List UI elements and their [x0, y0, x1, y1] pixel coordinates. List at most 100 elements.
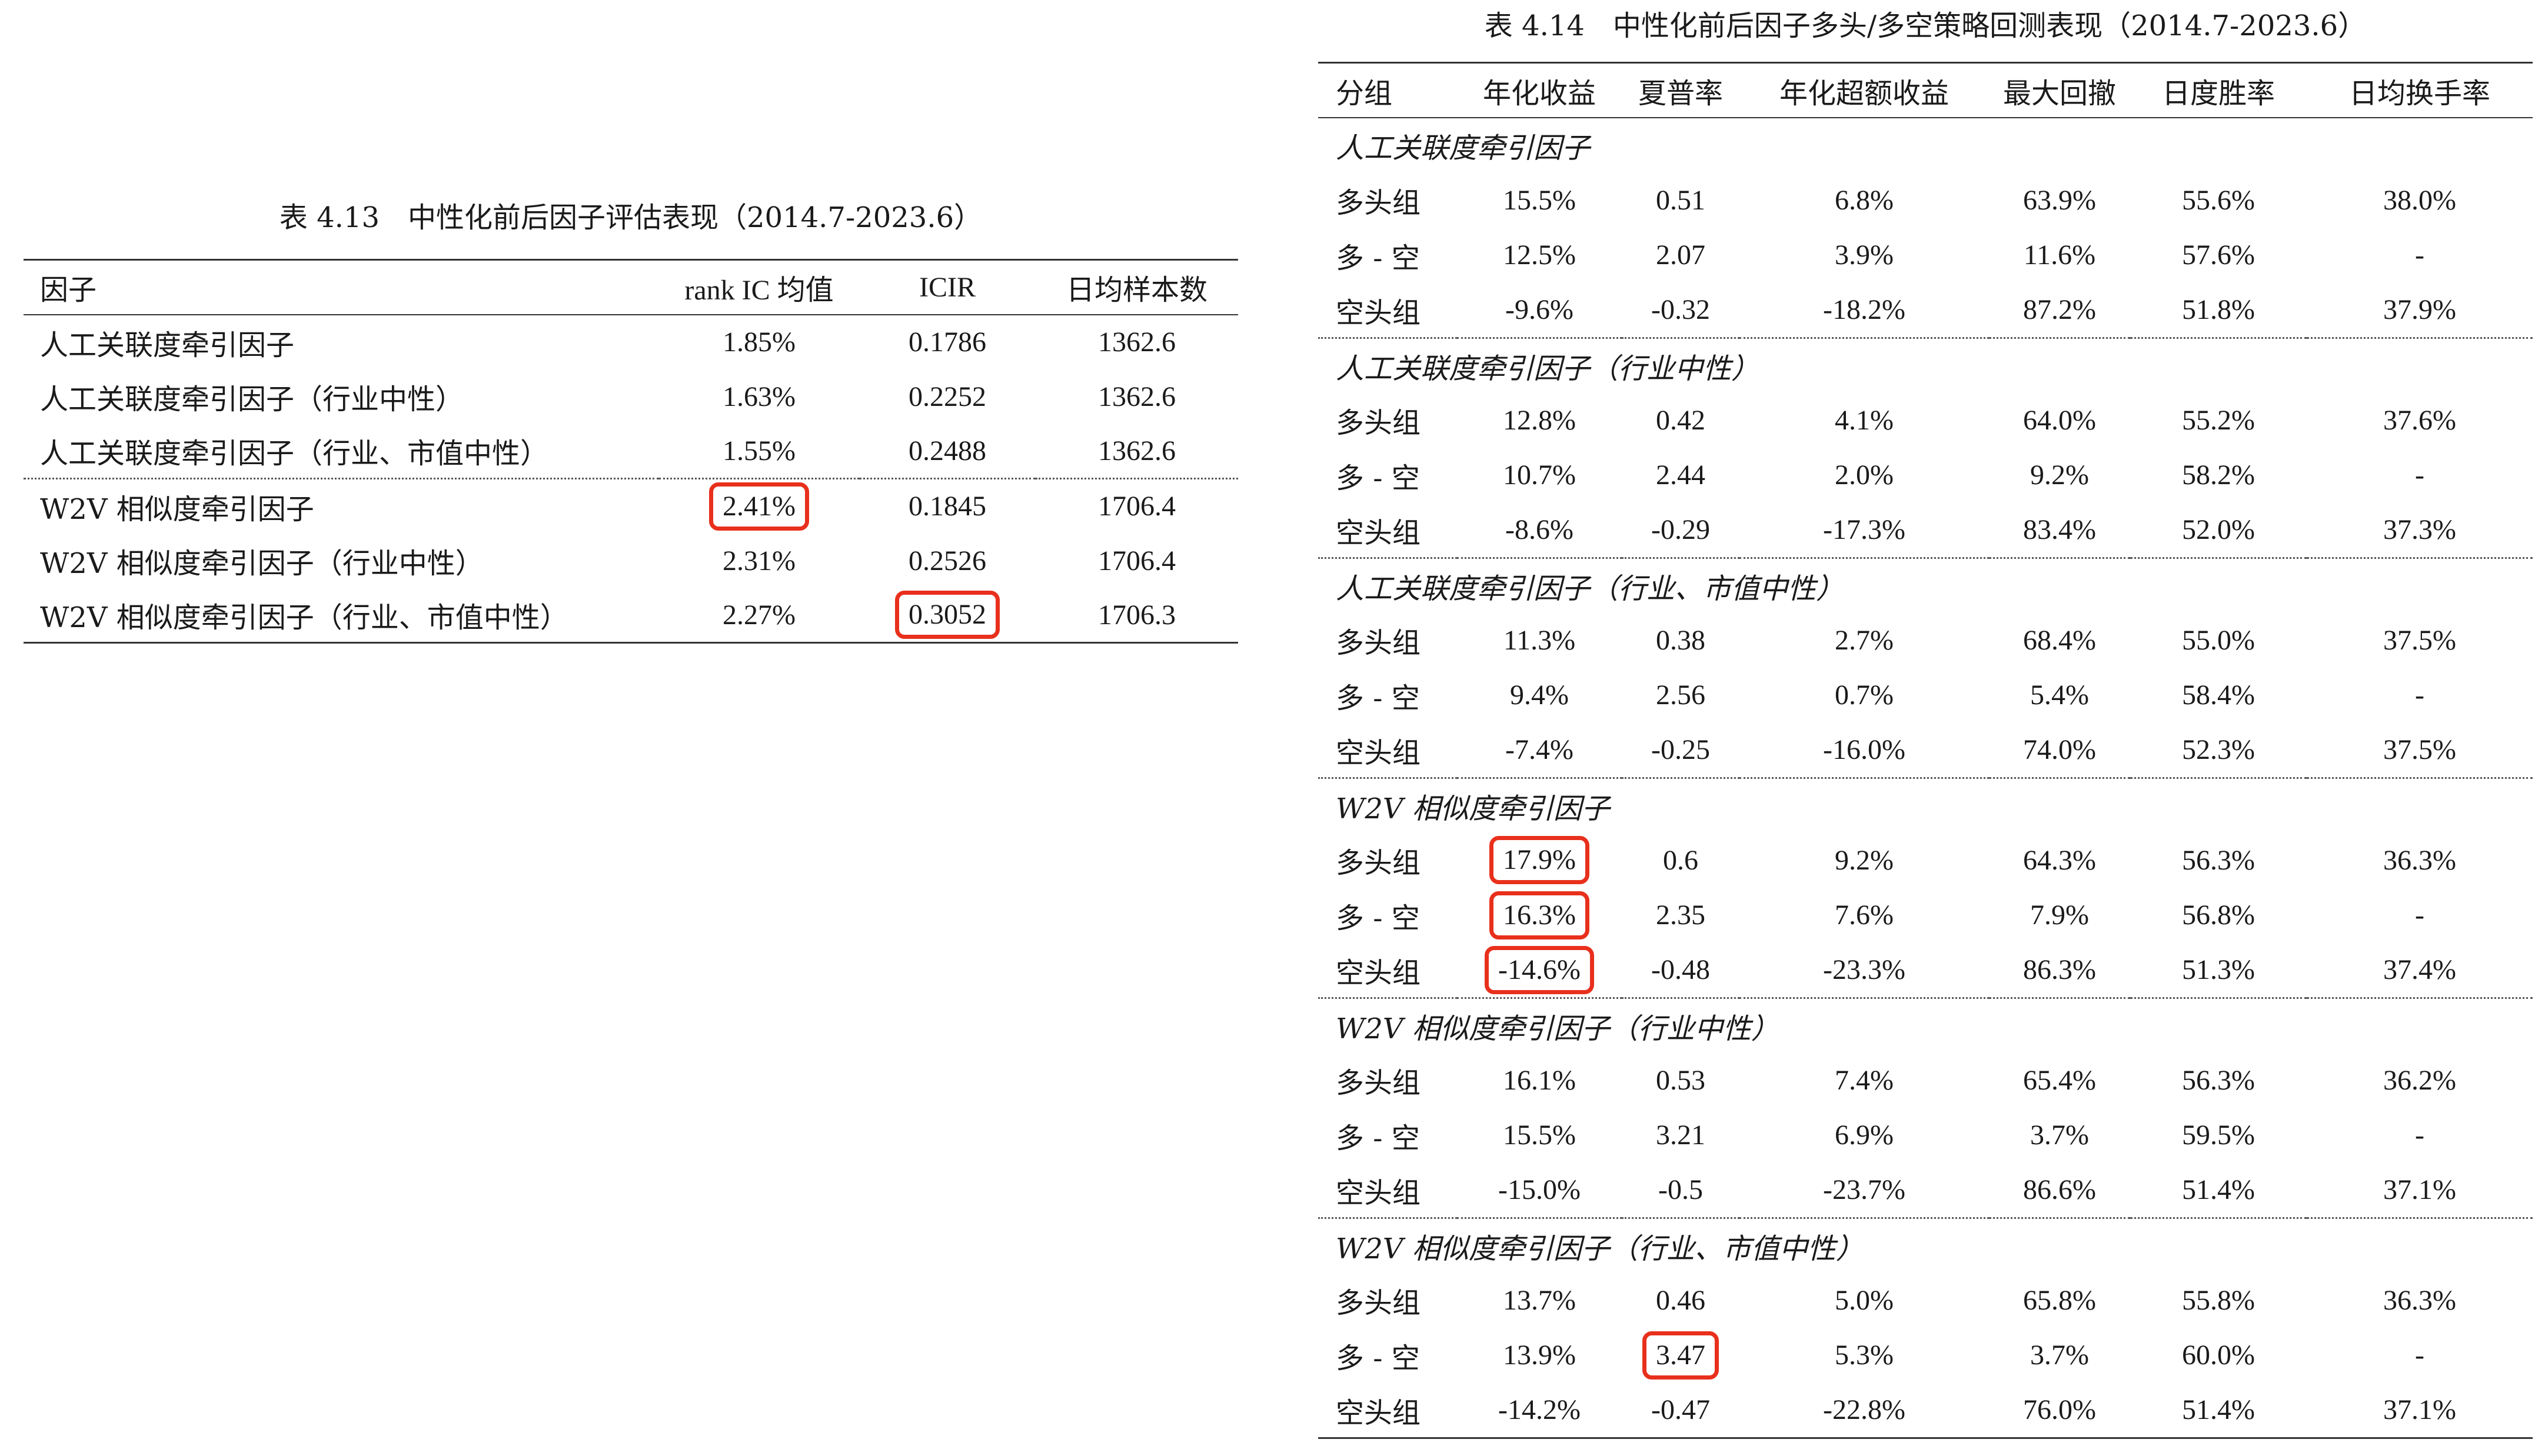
annual-return-value: -7.4% [1505, 734, 1573, 765]
excess-return-value: 7.6% [1835, 899, 1894, 931]
excess-return-value: 2.0% [1835, 459, 1894, 491]
group-label: 多 - 空 [1336, 461, 1420, 495]
table-row: 空头组 -9.6% -0.32 -18.2% 87.2% 51.8% 37.9% [1318, 283, 2533, 338]
icir-value: 0.3052 [859, 588, 1036, 643]
win-rate-value: 51.4% [2182, 1394, 2255, 1425]
header-win-rate: 日度胜率 [2161, 78, 2275, 109]
sharpe-value: 2.35 [1656, 899, 1705, 931]
turnover-value: 37.5% [2383, 734, 2456, 765]
annual-return-value: -8.6% [1505, 514, 1573, 545]
table-4-13-caption: 表 4.13 中性化前后因子评估表现（2014.7-2023.6） [279, 201, 983, 234]
group-label: 空头组 [1336, 516, 1421, 549]
header-excess-return: 年化超额收益 [1779, 78, 1949, 109]
header-group: 分组 [1336, 76, 1393, 110]
max-drawdown-value: 86.3% [2023, 954, 2096, 985]
annual-return-value: 16.3% [1457, 888, 1622, 943]
win-rate-value: 57.6% [2182, 239, 2255, 271]
max-drawdown-value: 86.6% [2023, 1174, 2096, 1205]
sample-count-value: 1706.3 [1098, 599, 1176, 631]
annual-return-value: 13.9% [1503, 1340, 1576, 1371]
highlight-box: 0.3052 [895, 591, 1000, 639]
excess-return-value: 3.9% [1835, 239, 1894, 271]
max-drawdown-value: 64.3% [2023, 844, 2096, 876]
icir-value: 0.2526 [909, 545, 986, 577]
sharpe-value: 0.46 [1656, 1284, 1705, 1316]
max-drawdown-value: 68.4% [2023, 624, 2096, 656]
sharpe-value: 3.47 [1622, 1328, 1739, 1383]
group-title: 人工关联度牵引因子（行业中性） [1336, 352, 1760, 385]
excess-return-value: -17.3% [1823, 514, 1905, 545]
group-title: 人工关联度牵引因子（行业、市值中性） [1336, 572, 1845, 605]
turnover-value: - [2415, 459, 2424, 491]
factor-name: W2V 相似度牵引因子（行业中性） [40, 547, 484, 580]
table-4-14: 分组 年化收益 夏普率 年化超额收益 最大回撤 日度胜率 日均换手率 人工关联度… [1318, 62, 2533, 1439]
highlight-box: 16.3% [1489, 891, 1589, 939]
icir-value: 0.2252 [909, 381, 986, 412]
turnover-value: - [2415, 679, 2424, 711]
group-header-row: 人工关联度牵引因子 [1318, 118, 2533, 173]
win-rate-value: 60.0% [2182, 1340, 2255, 1371]
sharpe-value: 3.21 [1656, 1120, 1705, 1151]
excess-return-value: -23.7% [1823, 1174, 1905, 1205]
table-row: 人工关联度牵引因子（行业中性） 1.63% 0.2252 1362.6 [24, 369, 1238, 424]
max-drawdown-value: 5.4% [2030, 679, 2089, 711]
win-rate-value: 51.8% [2182, 294, 2255, 325]
table-4-14-body: 人工关联度牵引因子 多头组 15.5% 0.51 6.8% 63.9% 55.6% 38.0%… [1318, 118, 2533, 1438]
table-row: 多头组 12.8% 0.42 4.1% 64.0% 55.2% 37.6% [1318, 393, 2533, 448]
rank-ic-value: 2.41% [659, 479, 859, 534]
max-drawdown-value: 63.9% [2023, 184, 2096, 216]
annual-return-value: 16.1% [1503, 1064, 1576, 1096]
header-sample-count: 日均样本数 [1066, 275, 1207, 306]
win-rate-value: 55.6% [2182, 184, 2255, 216]
rank-ic-value: 1.55% [723, 435, 796, 467]
max-drawdown-value: 65.4% [2023, 1064, 2096, 1096]
annual-return-value: -14.2% [1498, 1394, 1581, 1425]
group-label: 空头组 [1336, 956, 1421, 989]
table-row: 人工关联度牵引因子（行业、市值中性） 1.55% 0.2488 1362.6 [24, 424, 1238, 479]
max-drawdown-value: 83.4% [2023, 514, 2096, 545]
turnover-value: - [2415, 239, 2424, 271]
turnover-value: 38.0% [2383, 184, 2456, 216]
group-title: 人工关联度牵引因子 [1336, 132, 1591, 165]
table-row: 多 - 空 13.9% 3.47 5.3% 3.7% 60.0% - [1318, 1328, 2533, 1383]
sharpe-value: 0.51 [1656, 184, 1705, 216]
excess-return-value: 5.0% [1835, 1284, 1894, 1316]
table-row: 多头组 15.5% 0.51 6.8% 63.9% 55.6% 38.0% [1318, 173, 2533, 228]
excess-return-value: 6.9% [1835, 1120, 1894, 1151]
sample-count-value: 1362.6 [1098, 326, 1176, 358]
table-4-14-caption: 表 4.14 中性化前后因子多头/多空策略回测表现（2014.7-2023.6） [1484, 9, 2367, 42]
sharpe-value: 2.07 [1656, 239, 1705, 271]
rank-ic-value: 1.63% [723, 381, 796, 412]
factor-name: W2V 相似度牵引因子 [40, 492, 314, 526]
table-row: 空头组 -7.4% -0.25 -16.0% 74.0% 52.3% 37.5% [1318, 723, 2533, 778]
table-row: 空头组 -15.0% -0.5 -23.7% 86.6% 51.4% 37.1% [1318, 1163, 2533, 1218]
factor-name: 人工关联度牵引因子 [40, 328, 295, 362]
excess-return-value: -18.2% [1823, 294, 1905, 325]
turnover-value: - [2415, 1340, 2424, 1371]
group-header-row: W2V 相似度牵引因子 [1318, 778, 2533, 833]
max-drawdown-value: 3.7% [2030, 1120, 2089, 1151]
rank-ic-value: 2.27% [723, 599, 796, 631]
annual-return-value: 17.9% [1457, 833, 1622, 888]
max-drawdown-value: 9.2% [2030, 459, 2089, 491]
sharpe-value: 0.53 [1656, 1064, 1705, 1096]
factor-name: 人工关联度牵引因子（行业中性） [40, 383, 464, 416]
icir-value: 0.1786 [909, 326, 986, 358]
max-drawdown-value: 65.8% [2023, 1284, 2096, 1316]
table-row: 多 - 空 10.7% 2.44 2.0% 9.2% 58.2% - [1318, 448, 2533, 503]
win-rate-value: 52.0% [2182, 514, 2255, 545]
group-header-row: W2V 相似度牵引因子（行业、市值中性） [1318, 1218, 2533, 1273]
turnover-value: - [2415, 899, 2424, 931]
header-icir: ICIR [919, 271, 976, 303]
win-rate-value: 56.3% [2182, 844, 2255, 876]
excess-return-value: 7.4% [1835, 1064, 1894, 1096]
header-factor: 因子 [40, 274, 97, 307]
turnover-value: 36.3% [2383, 1284, 2456, 1316]
table-row: 空头组 -14.6% -0.48 -23.3% 86.3% 51.3% 37.4% [1318, 943, 2533, 998]
annual-return-value: 15.5% [1503, 184, 1576, 216]
highlight-box: -14.6% [1485, 945, 1594, 994]
sharpe-value: -0.47 [1651, 1394, 1710, 1425]
group-label: 多头组 [1336, 407, 1421, 440]
annual-return-value: -15.0% [1498, 1174, 1581, 1205]
table-row: 多头组 11.3% 0.38 2.7% 68.4% 55.0% 37.5% [1318, 613, 2533, 668]
